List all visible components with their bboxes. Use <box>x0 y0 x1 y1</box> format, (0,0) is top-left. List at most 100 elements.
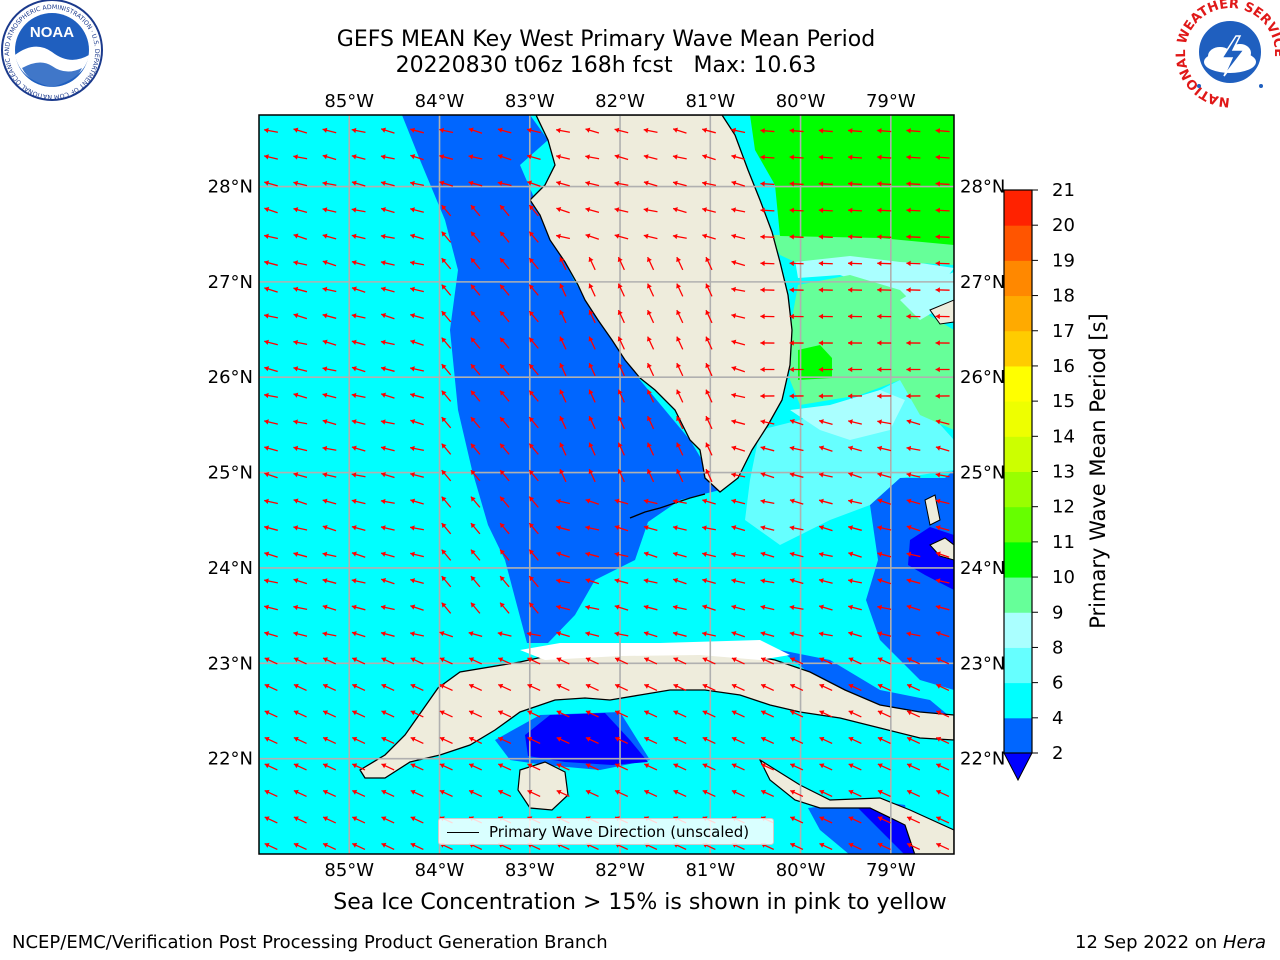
wave-arrow <box>410 339 424 346</box>
lon-label-bottom: 81°W <box>685 860 735 881</box>
colorbar-segment <box>1004 471 1032 508</box>
wave-arrow <box>760 789 775 798</box>
wave-arrow <box>848 736 862 745</box>
wave-arrow <box>556 578 570 584</box>
wave-arrow <box>935 525 950 532</box>
footer-credit: NCEP/EMC/Verification Post Processing Pr… <box>12 932 608 953</box>
wave-arrow <box>409 260 425 266</box>
lat-label-left: 27°N <box>208 272 253 293</box>
wave-arrow <box>410 286 424 293</box>
wave-arrow <box>441 204 452 217</box>
wave-arrow <box>559 468 567 483</box>
wave-arrow <box>676 309 684 324</box>
wave-arrow <box>760 234 775 240</box>
wave-arrow <box>789 181 804 187</box>
wave-arrow <box>701 525 717 531</box>
wave-arrow <box>818 154 833 160</box>
wave-arrow <box>614 710 629 718</box>
wave-arrow <box>410 816 424 824</box>
colorbar-segment <box>1004 436 1032 472</box>
lon-label-top: 80°W <box>776 91 826 112</box>
wave-arrow <box>818 498 833 505</box>
wave-arrow <box>264 683 278 692</box>
wave-arrow <box>643 578 658 584</box>
wave-arrow <box>380 604 395 611</box>
wave-arrow <box>470 522 481 535</box>
colorbar-segment <box>1004 577 1032 613</box>
nws-logo: NATIONAL WEATHER SERVICE <box>1174 0 1280 109</box>
wave-arrow <box>818 419 833 426</box>
wave-arrow <box>614 789 629 798</box>
wave-arrow <box>877 154 892 160</box>
wave-arrow <box>559 283 567 297</box>
wave-arrow <box>527 763 541 771</box>
colorbar-tick-label: 18 <box>1052 286 1075 307</box>
land-east-caribbean <box>758 758 954 854</box>
wave-arrow <box>264 445 278 452</box>
wave-arrow <box>264 260 278 266</box>
wave-arrow <box>906 525 921 532</box>
wave-arrow <box>528 602 539 614</box>
wave-arrow <box>441 363 452 376</box>
wave-arrow <box>409 525 425 531</box>
florida-keys <box>629 493 706 519</box>
wave-arrow <box>528 204 539 217</box>
wave-arrow <box>646 468 655 483</box>
wave-arrow <box>731 578 746 584</box>
wave-arrow <box>293 525 308 531</box>
colorbar-tick-label: 2 <box>1052 743 1063 764</box>
wave-arrow <box>702 789 716 798</box>
wave-arrow <box>499 602 510 614</box>
colorbar-tick-label: 8 <box>1052 637 1063 658</box>
wave-arrow <box>760 763 775 771</box>
wave-arrow <box>935 631 950 638</box>
wave-period-band-2-4 <box>402 115 720 643</box>
wave-arrow <box>731 710 745 718</box>
wave-arrow <box>614 127 629 134</box>
colorbar-segment <box>1004 401 1032 437</box>
wave-arrow <box>731 498 746 505</box>
wave-arrow <box>293 286 308 293</box>
wave-arrow <box>877 736 891 745</box>
wave-arrow <box>585 683 599 692</box>
wave-arrow <box>819 763 833 771</box>
wave-arrow <box>848 578 862 584</box>
wave-arrow <box>935 498 950 505</box>
lat-label-left: 22°N <box>208 749 253 770</box>
wave-arrow <box>673 657 687 665</box>
wave-arrow <box>848 683 862 692</box>
wave-arrow <box>760 578 775 584</box>
wave-arrow <box>847 207 863 214</box>
wave-arrow <box>322 525 337 532</box>
wave-arrow <box>877 419 892 425</box>
lat-label-left: 23°N <box>208 653 253 674</box>
wave-arrow <box>906 631 921 637</box>
wave-arrow <box>527 710 541 718</box>
wave-arrow <box>499 496 510 508</box>
wave-arrow <box>643 710 658 718</box>
wave-arrow <box>877 207 892 214</box>
colorbar-tick-label: 10 <box>1052 567 1075 588</box>
wave-arrow <box>264 472 278 479</box>
wave-arrow <box>614 604 629 611</box>
wave-arrow <box>935 445 950 452</box>
wave-arrow <box>731 445 746 452</box>
wave-arrow <box>470 231 481 243</box>
wave-arrow <box>441 602 452 614</box>
wave-arrow <box>643 498 658 505</box>
wave-arrow <box>559 256 567 271</box>
wave-arrow <box>470 549 481 561</box>
wave-arrow <box>441 549 452 561</box>
wave-arrow <box>617 283 625 297</box>
wave-arrow <box>499 257 510 270</box>
colorbar: 2 4 6 8 9 10 11 12 13 14 15 16 17 18 19 20 21 <box>1003 180 1075 782</box>
wave-arrow <box>380 551 395 558</box>
wave-arrow <box>499 231 510 243</box>
wave-arrow <box>441 469 452 482</box>
wave-arrow <box>877 128 892 134</box>
wave-arrow <box>906 207 921 214</box>
lon-label-bottom: 83°W <box>505 860 555 881</box>
latitude-labels-left: 28°N 27°N 26°N 25°N 24°N 23°N 22°N <box>208 177 253 770</box>
wave-arrow <box>614 657 629 665</box>
